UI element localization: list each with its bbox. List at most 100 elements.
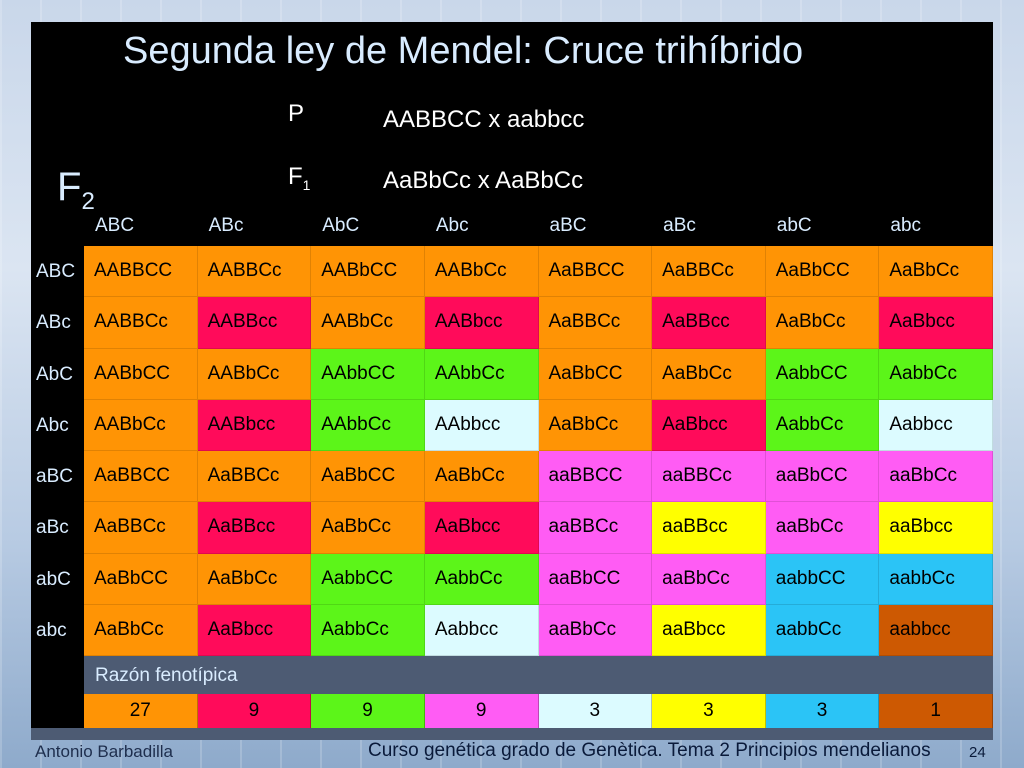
genotype-cell: AabbCc xyxy=(879,348,993,400)
genotype-cell: aaBBCC xyxy=(538,451,653,503)
genotype-cell: AaBBcc xyxy=(197,502,312,554)
genotype-cell: AAbbcc xyxy=(424,399,539,451)
gamete-row-header: aBc xyxy=(36,517,69,539)
genotype-cell: AaBbcc xyxy=(424,502,539,554)
genotype-cell: AaBbCc xyxy=(84,604,198,656)
genotype-cell: AABBcc xyxy=(197,297,312,349)
genotype-cell: AaBBCc xyxy=(197,451,312,503)
phenotypic-ratio-label: Razón fenotípica xyxy=(95,665,238,686)
gamete-col-header: abC xyxy=(776,215,812,236)
parental-cross: AABBCC x aabbcc xyxy=(383,106,585,133)
genotype-cell: AaBbCc xyxy=(652,348,766,400)
footer-course: Curso genética grado de Genètica. Tema 2… xyxy=(368,740,931,761)
genotype-cell: AaBbCC xyxy=(311,451,425,503)
ratio-cell: 9 xyxy=(311,694,425,728)
gamete-col-header: ABc xyxy=(208,215,244,236)
genotype-cell: aaBbCC xyxy=(538,553,653,605)
genotype-cell: aaBBCc xyxy=(538,502,653,554)
genotype-cell: AabbCc xyxy=(311,604,425,656)
genotype-cell: aaBbcc xyxy=(652,604,766,656)
f1-subscript: 1 xyxy=(302,176,311,193)
gamete-row-header: ABc xyxy=(36,312,71,334)
page-number: 24 xyxy=(969,744,986,761)
f1-label: F1 xyxy=(288,163,310,193)
punnett-square: AABBCC AABBCc AABbCC AABbCc AaBBCC AaBBCc AaBb… xyxy=(84,246,993,656)
genotype-cell: AaBbCc xyxy=(197,553,312,605)
ratio-cell: 3 xyxy=(538,694,653,728)
genotype-cell: AaBBCC xyxy=(84,451,198,503)
genotype-cell: Aabbcc xyxy=(424,604,539,656)
genotype-cell: AaBBCc xyxy=(538,297,653,349)
genotype-cell: AabbCc xyxy=(424,553,539,605)
gamete-col-header: AbC xyxy=(322,215,360,236)
genotype-cell: aabbCc xyxy=(765,604,880,656)
genotype-cell: AaBBCc xyxy=(84,502,198,554)
genotype-cell: AAbbCc xyxy=(311,399,425,451)
genotype-cell: AABbCc xyxy=(197,348,312,400)
ratio-cell: 27 xyxy=(84,694,198,728)
genotype-cell: AaBbCc xyxy=(538,399,653,451)
genotype-cell: AAbbCC xyxy=(311,348,425,400)
genotype-cell: AabbCC xyxy=(765,348,880,400)
ratio-cell: 3 xyxy=(765,694,880,728)
f1-cross: AaBbCc x AaBbCc xyxy=(383,167,584,194)
gamete-col-header: abc xyxy=(890,215,922,236)
ratio-cell: 1 xyxy=(879,694,993,728)
genotype-cell: AABbcc xyxy=(424,297,539,349)
genotype-cell: AabbCc xyxy=(765,399,880,451)
genotype-cell: aaBBcc xyxy=(652,502,766,554)
genotype-cell: AaBBcc xyxy=(652,297,766,349)
f2-subscript: 2 xyxy=(81,188,95,215)
genotype-cell: AaBbCC xyxy=(538,348,653,400)
ratio-label-band xyxy=(84,656,993,694)
genotype-cell: AABbcc xyxy=(197,399,312,451)
genotype-cell: aaBbCc xyxy=(652,553,766,605)
genotype-cell: AAbbCc xyxy=(424,348,539,400)
genotype-cell: AABbCC xyxy=(311,246,425,298)
gamete-row-header: ABC xyxy=(36,261,76,282)
genotype-cell: AABBCc xyxy=(197,246,312,298)
genotype-cell: Aabbcc xyxy=(879,399,993,451)
gamete-col-header: Abc xyxy=(435,215,469,236)
genotype-cell: AaBbCc xyxy=(765,297,880,349)
genotype-cell: AaBBCC xyxy=(538,246,653,298)
gamete-row-header: abC xyxy=(36,568,71,590)
genotype-cell: AABbCc xyxy=(84,399,198,451)
f1-letter: F xyxy=(288,163,303,190)
genotype-cell: aaBbcc xyxy=(879,502,993,554)
ratio-cell: 9 xyxy=(197,694,312,728)
genotype-cell: aabbCC xyxy=(765,553,880,605)
footer-author: Antonio Barbadilla xyxy=(35,742,173,761)
ratio-cell: 9 xyxy=(424,694,539,728)
genotype-cell: AaBbCc xyxy=(311,502,425,554)
gamete-row-header: Abc xyxy=(36,414,69,436)
slide-title: Segunda ley de Mendel: Cruce trihíbrido xyxy=(123,30,804,72)
gamete-row-header: aBC xyxy=(36,466,73,487)
genotype-cell: AaBbcc xyxy=(652,399,766,451)
ratio-cell: 3 xyxy=(652,694,766,728)
gamete-row-header: AbC xyxy=(36,363,73,385)
genotype-cell: AaBbCc xyxy=(424,451,539,503)
genotype-cell: aabbCc xyxy=(879,553,993,605)
f2-letter: F xyxy=(57,165,82,209)
genotype-cell: aaBbCC xyxy=(765,451,880,503)
genotype-cell: AaBbCC xyxy=(765,246,880,298)
genotype-cell: aabbcc xyxy=(879,604,993,656)
gamete-col-header: aBC xyxy=(549,215,587,236)
gamete-col-header: aBc xyxy=(663,215,696,236)
genotype-cell: aaBbCc xyxy=(538,604,653,656)
genotype-cell: aaBbCc xyxy=(765,502,880,554)
genotype-cell: AaBbCc xyxy=(879,246,993,298)
genotype-cell: AABBCC xyxy=(84,246,198,298)
f2-label: F2 xyxy=(57,165,95,216)
genotype-cell: AaBBCc xyxy=(652,246,766,298)
bottom-strip xyxy=(31,728,993,740)
genotype-cell: aaBbCc xyxy=(879,451,993,503)
parental-label: P xyxy=(288,100,305,127)
genotype-cell: aaBBCc xyxy=(652,451,766,503)
genotype-cell: AaBbCC xyxy=(84,553,198,605)
gamete-col-header: ABC xyxy=(95,215,135,236)
phenotypic-ratio-row: 27 9 9 9 3 3 3 1 xyxy=(84,694,993,728)
genotype-cell: AABbCc xyxy=(311,297,425,349)
genotype-cell: AABbCc xyxy=(424,246,539,298)
